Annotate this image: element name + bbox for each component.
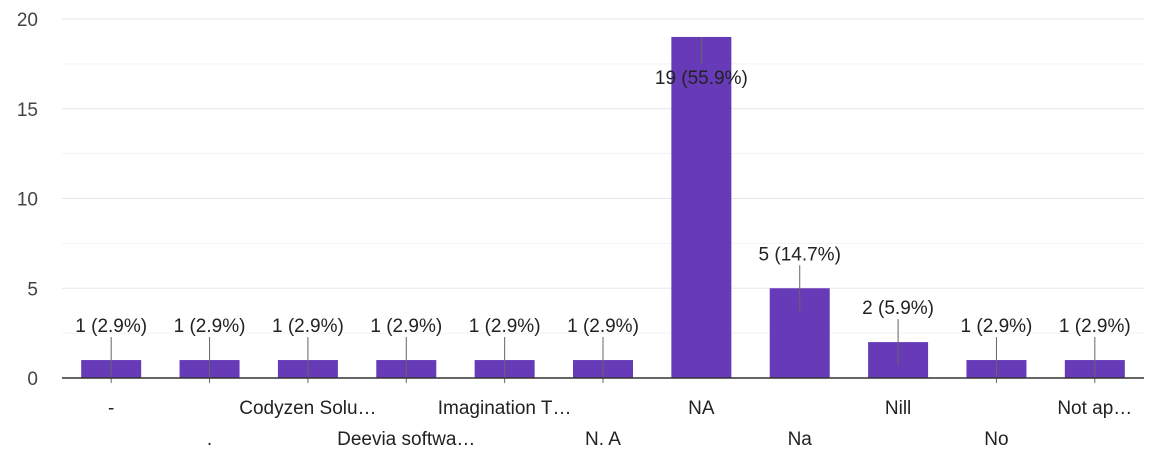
x-category-label: Codyzen Solu… bbox=[239, 398, 376, 419]
x-category-label: N. A bbox=[585, 429, 621, 450]
y-tick-labels: 0 5 10 15 20 bbox=[17, 10, 38, 390]
data-label: 1 (2.9%) bbox=[1059, 316, 1131, 337]
x-category-label: Not ap… bbox=[1057, 398, 1132, 419]
x-category-labels: -. Codyzen Solu… Deevia softwa… Imagination… bbox=[108, 398, 1132, 450]
x-category-label: . bbox=[207, 429, 212, 450]
x-category-label: NA bbox=[688, 398, 715, 419]
data-label: 1 (2.9%) bbox=[469, 316, 541, 337]
data-label: 5 (14.7%) bbox=[759, 244, 841, 265]
x-category-label: - bbox=[108, 398, 114, 419]
y-tick-label: 5 bbox=[27, 279, 38, 300]
x-category-label: Imagination T… bbox=[438, 398, 572, 419]
data-label: 1 (2.9%) bbox=[961, 316, 1033, 337]
data-label: 1 (2.9%) bbox=[567, 316, 639, 337]
data-label: 2 (5.9%) bbox=[862, 298, 934, 319]
data-label: 19 (55.9%) bbox=[655, 68, 748, 89]
data-label: 1 (2.9%) bbox=[75, 316, 147, 337]
data-label: 1 (2.9%) bbox=[174, 316, 246, 337]
x-category-label: Deevia softwa… bbox=[337, 429, 475, 450]
bar bbox=[671, 36, 732, 378]
y-tick-label: 20 bbox=[17, 10, 38, 31]
data-label: 1 (2.9%) bbox=[272, 316, 344, 337]
bars-layer bbox=[81, 36, 1125, 378]
leader-layer bbox=[110, 36, 1096, 384]
y-tick-label: 15 bbox=[17, 100, 38, 121]
y-tick-label: 10 bbox=[17, 190, 38, 211]
grid-layer bbox=[62, 18, 1144, 334]
x-category-label: Na bbox=[788, 429, 813, 450]
x-category-label: No bbox=[984, 429, 1008, 450]
data-labels-layer: 1 (2.9%) 1 (2.9%) 1 (2.9%) 1 (2.9%) 1 (2.9%)… bbox=[75, 68, 1130, 337]
data-label: 1 (2.9%) bbox=[370, 316, 442, 337]
x-category-label: Nill bbox=[885, 398, 911, 419]
y-tick-label: 0 bbox=[27, 369, 38, 390]
